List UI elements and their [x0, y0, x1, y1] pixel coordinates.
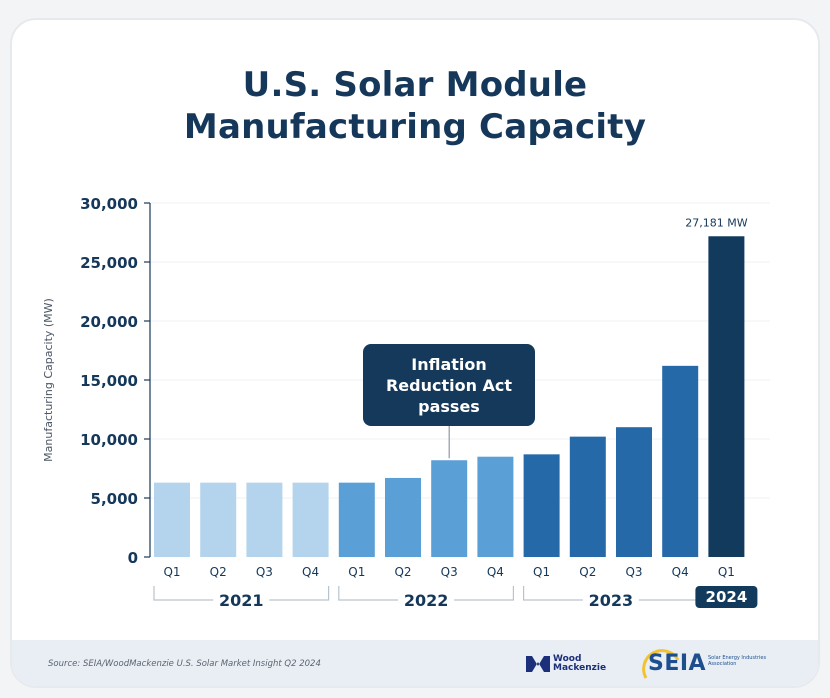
chart-title: U.S. Solar Module Manufacturing Capacity	[0, 64, 830, 148]
bar-2021-q1	[154, 482, 190, 557]
chart-title-line-2: Manufacturing Capacity	[183, 107, 647, 147]
annotation-text-line: Inflation	[411, 355, 487, 374]
year-label: 2022	[404, 591, 449, 610]
year-bracket-right	[454, 586, 514, 601]
seia-logo: SEIA	[640, 646, 706, 682]
seia-sun-icon: SEIA	[640, 646, 706, 682]
wood-mackenzie-mark-icon	[526, 656, 550, 672]
bar-2021-q4	[292, 482, 329, 557]
wood-mackenzie-logo: Wood Mackenzie	[526, 654, 606, 674]
wood-mackenzie-line-1: Wood	[553, 654, 582, 664]
footer-bar	[12, 640, 818, 686]
x-tick-label: Q3	[256, 565, 273, 579]
y-tick-label: 5,000	[91, 490, 138, 508]
x-tick-label: Q2	[210, 565, 227, 579]
x-tick-label: Q3	[441, 565, 458, 579]
bar-2023-q2	[569, 436, 606, 557]
x-tick-label: Q2	[579, 565, 596, 579]
wood-mackenzie-line-2: Mackenzie	[553, 663, 607, 673]
x-tick-label: Q1	[533, 565, 550, 579]
y-tick-label: 15,000	[80, 372, 138, 390]
y-axis-label: Manufacturing Capacity (MW)	[42, 298, 55, 462]
year-bracket-left	[523, 586, 583, 601]
y-tick-label: 30,000	[80, 195, 138, 213]
bar-2023-q3	[616, 427, 652, 557]
year-badge-2024	[695, 586, 758, 608]
bar-2022-q2	[385, 477, 421, 557]
x-tick-label: Q1	[163, 565, 180, 579]
y-tick-label: 0	[128, 549, 138, 567]
x-tick-label: Q3	[625, 565, 642, 579]
year-bracket-left	[153, 586, 214, 601]
x-tick-label: Q1	[718, 565, 735, 579]
x-tick-label: Q4	[672, 565, 689, 579]
year-label: 2023	[589, 591, 634, 610]
seia-wordmark: SEIA	[648, 651, 707, 676]
bar-2021-q3	[246, 482, 283, 557]
data-label-27181: 27,181 MW	[685, 216, 747, 229]
bar-2023-q1	[523, 454, 560, 557]
year-bracket-right	[269, 586, 330, 601]
bar-2021-q2	[200, 482, 237, 557]
annotation-text-line: Reduction Act	[386, 376, 512, 395]
seia-subtitle: Solar Energy Industries Association	[708, 655, 767, 667]
bar-2022-q1	[338, 482, 375, 557]
chart-title-line-1: U.S. Solar Module	[242, 65, 588, 105]
y-tick-label: 25,000	[80, 254, 138, 272]
year-label: 2024	[706, 588, 748, 606]
y-tick-label: 10,000	[80, 431, 138, 449]
x-tick-label: Q4	[302, 565, 319, 579]
year-bracket-left	[338, 586, 399, 601]
annotation-box	[363, 344, 535, 426]
wood-mackenzie-wordmark: Wood Mackenzie	[553, 655, 606, 673]
x-tick-label: Q2	[394, 565, 411, 579]
bar-2024-q1	[708, 236, 745, 557]
year-bracket-right	[638, 586, 699, 601]
year-label: 2021	[219, 591, 264, 610]
x-tick-label: Q4	[487, 565, 504, 579]
bar-2022-q4	[477, 456, 514, 557]
annotation-text-line: passes	[418, 397, 480, 416]
bar-2023-q4	[662, 365, 699, 557]
x-tick-label: Q1	[348, 565, 365, 579]
source-note: Source: SEIA/WoodMackenzie U.S. Solar Ma…	[48, 659, 321, 669]
y-tick-label: 20,000	[80, 313, 138, 331]
bar-2022-q3	[431, 460, 468, 557]
